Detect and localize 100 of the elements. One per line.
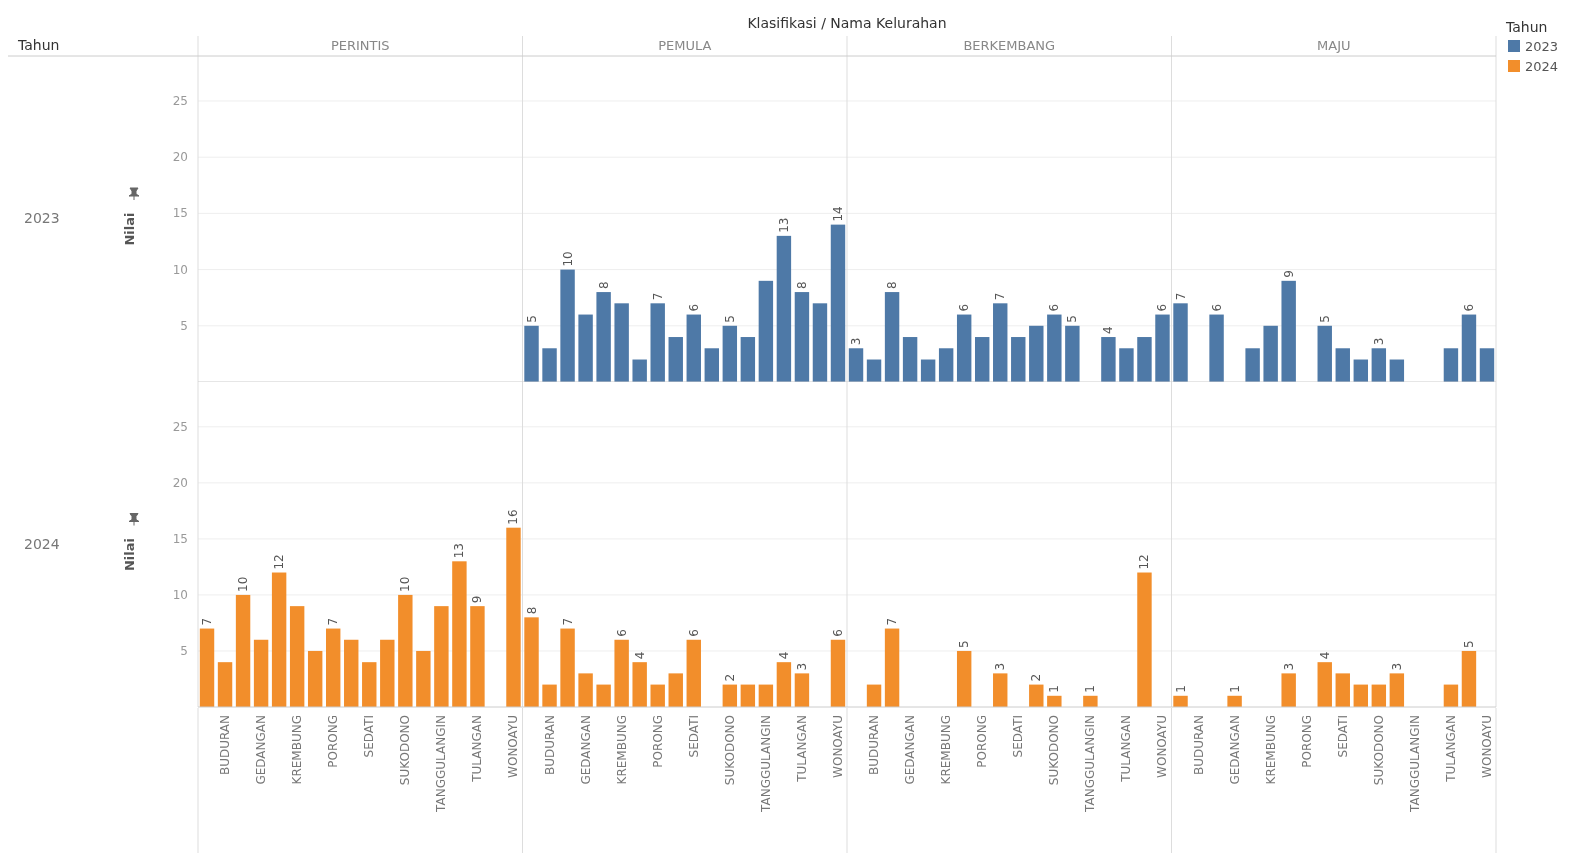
bar (920, 359, 936, 382)
x-tick-label: BUDURAN (218, 715, 233, 776)
bar (993, 673, 1008, 707)
bar (650, 303, 665, 382)
bar (1317, 662, 1332, 707)
bar (884, 292, 900, 382)
y-tick-label: 15 (172, 531, 188, 546)
bar (1281, 673, 1296, 707)
bar (1335, 673, 1350, 707)
y-tick-label: 25 (172, 419, 188, 434)
bar (289, 606, 305, 707)
bar (902, 337, 918, 382)
data-label: 6 (1155, 303, 1170, 312)
bar (1227, 695, 1242, 707)
x-tick-label: KREMBUNG (1263, 715, 1278, 785)
bar (434, 606, 449, 707)
data-label: 9 (1281, 270, 1296, 278)
bar (596, 684, 611, 707)
bar (271, 572, 287, 707)
data-label: 5 (524, 315, 539, 323)
y-axis-title: Nilai (122, 537, 137, 572)
bar (416, 650, 431, 707)
x-tick-label: PORONG (326, 715, 341, 768)
data-label: 9 (470, 595, 485, 604)
data-label: 5 (1317, 315, 1332, 323)
bar (326, 628, 341, 707)
data-label: 5 (957, 640, 972, 648)
bar (1047, 314, 1062, 382)
text: BERKEMBANG (963, 38, 1056, 53)
x-tick-label: SEDATI (1335, 715, 1350, 758)
x-tick-label: TULANGAN (794, 715, 809, 783)
data-label: 7 (200, 617, 215, 626)
data-label: 3 (1371, 337, 1386, 346)
data-label: 2 (722, 673, 737, 682)
bar (632, 359, 647, 382)
data-label: 6 (957, 303, 972, 312)
data-label: 1 (1047, 685, 1062, 693)
x-tick-label: PORONG (1299, 715, 1314, 768)
bar (740, 337, 756, 382)
x-tick-label: WONOAYU (506, 715, 521, 778)
bar (1065, 325, 1080, 382)
bar (704, 348, 719, 382)
x-tick-label: PORONG (975, 715, 990, 768)
bar (560, 269, 575, 382)
x-tick-label: BUDURAN (867, 715, 882, 776)
x-tick-label: KREMBUNG (939, 715, 954, 785)
x-tick-label: KREMBUNG (614, 715, 629, 785)
bar (1443, 348, 1459, 382)
bar (1371, 348, 1387, 382)
data-label: 5 (1065, 315, 1080, 323)
bar (1389, 359, 1405, 382)
x-tick-label: WONOAYU (1479, 715, 1494, 778)
bar (668, 673, 683, 707)
bar (235, 594, 251, 707)
data-label: 7 (650, 292, 665, 301)
bar (1173, 695, 1188, 707)
bar (632, 662, 647, 707)
x-tick-label: TULANGAN (470, 715, 485, 783)
bar (668, 337, 683, 382)
data-label: 6 (1047, 303, 1062, 312)
data-label: 3 (794, 662, 809, 671)
bar (740, 684, 756, 707)
bar (1371, 684, 1387, 707)
bar (938, 348, 954, 382)
bar (1155, 314, 1170, 382)
data-label: 8 (794, 281, 809, 290)
x-tick-label: TULANGAN (1119, 715, 1134, 783)
data-label: 1 (1227, 685, 1242, 693)
data-label: 5 (722, 315, 737, 323)
x-tick-label: SUKODONO (398, 715, 413, 786)
text: PERINTIS (330, 38, 390, 53)
data-label: 1 (1083, 685, 1098, 693)
bar (1245, 348, 1260, 382)
x-tick-label: SUKODONO (1371, 715, 1386, 786)
bar (506, 527, 521, 707)
x-tick-label: PORONG (650, 715, 665, 768)
bar (1353, 359, 1368, 382)
data-label: 14 (830, 206, 845, 222)
bar (975, 337, 990, 382)
bar (1029, 325, 1044, 382)
bar (866, 359, 882, 382)
bar (614, 639, 629, 707)
bar (380, 639, 395, 707)
bar (398, 594, 413, 707)
bar (470, 606, 485, 707)
data-label: 1 (1173, 685, 1188, 693)
y-tick-label: 5 (180, 643, 188, 658)
x-tick-label: WONOAYU (830, 715, 845, 778)
bar (722, 325, 738, 382)
data-label: 10 (398, 576, 413, 592)
bar (542, 348, 557, 382)
y-tick-label: 5 (180, 318, 188, 333)
bar (1281, 280, 1296, 382)
bar (344, 639, 359, 707)
bar (956, 314, 972, 382)
bar (830, 639, 846, 707)
data-label: 4 (1101, 326, 1116, 335)
bar (993, 303, 1008, 382)
text: 2023 (24, 210, 60, 226)
bar (848, 348, 864, 382)
